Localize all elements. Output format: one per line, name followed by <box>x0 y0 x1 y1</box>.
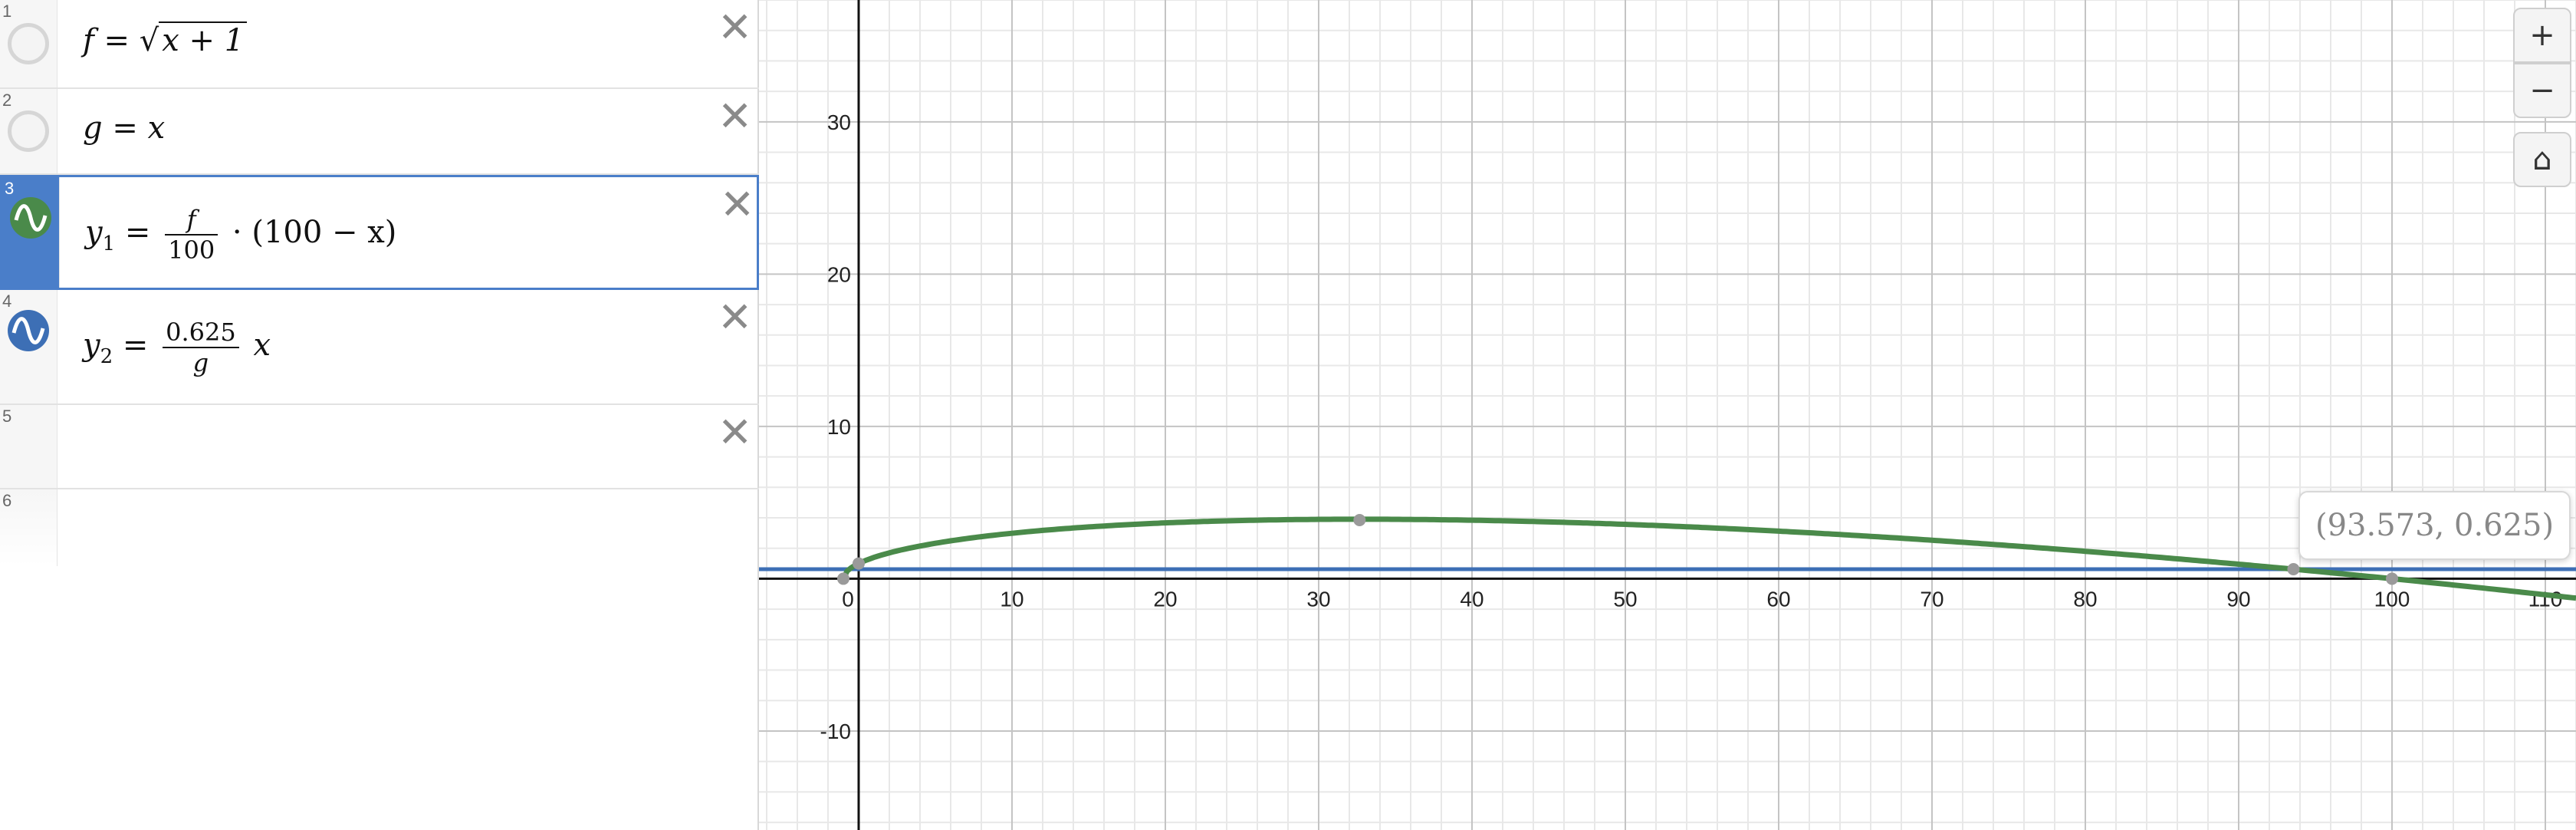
x-tick-label: 10 <box>1000 587 1024 611</box>
x-tick-label: 70 <box>1920 587 1944 611</box>
point-coordinate-tooltip: (93.573, 0.625) <box>2298 491 2571 560</box>
graph-visible-toggle-icon[interactable] <box>10 197 51 239</box>
zoom-in-button[interactable]: + <box>2513 8 2571 63</box>
expression-math[interactable]: f = √ x + 1 <box>83 21 248 58</box>
zoom-out-button[interactable]: − <box>2513 63 2571 118</box>
expression-row-5[interactable]: 5 ✕ <box>0 405 759 489</box>
expression-gutter: 2 <box>0 89 58 173</box>
point-of-interest <box>2386 572 2398 585</box>
delete-expression-icon[interactable]: ✕ <box>718 293 753 341</box>
x-tick-label: 80 <box>2073 587 2097 611</box>
graph-visible-toggle-icon[interactable] <box>8 310 49 351</box>
expression-number: 4 <box>2 291 12 311</box>
x-tick-label: 60 <box>1766 587 1790 611</box>
point-of-interest <box>1353 514 1366 527</box>
x-tick-label: 20 <box>1153 587 1177 611</box>
graph-paper[interactable]: 0 10 20 30 40 50 60 70 80 90 100 110 -10 10 20 30 <box>759 0 2576 830</box>
expression-number: 6 <box>2 491 12 510</box>
y-tick-label: 30 <box>827 110 851 134</box>
expression-gutter: 5 <box>0 405 58 488</box>
delete-expression-icon[interactable]: ✕ <box>718 408 753 456</box>
expression-list: 1 f = √ x + 1 ✕ 2 g = x ✕ 3 <box>0 0 759 830</box>
x-tick-label: 90 <box>2226 587 2250 611</box>
point-of-interest <box>853 557 865 570</box>
y-tick-label: -10 <box>820 720 851 743</box>
expression-gutter: 1 <box>0 0 58 87</box>
expression-number: 5 <box>2 407 12 426</box>
x-tick-label: 30 <box>1306 587 1330 611</box>
expression-gutter: 4 <box>0 290 58 403</box>
sqrt-symbol-icon: √ <box>139 23 159 58</box>
delete-expression-icon[interactable]: ✕ <box>718 3 753 51</box>
expression-row-3[interactable]: 3 y1 = f 100 · (100 − x) ✕ <box>0 175 759 290</box>
x-tick-label: 110 <box>2528 587 2563 611</box>
point-of-interest <box>837 572 849 585</box>
y-tick-label: 10 <box>827 415 851 439</box>
y-tick-label: 20 <box>827 262 851 286</box>
x-tick-label: 0 <box>842 587 854 611</box>
series-y1-curve <box>840 516 2576 601</box>
x-tick-label: 50 <box>1613 587 1637 611</box>
expression-row-4[interactable]: 4 y2 = 0.625 g x ✕ <box>0 290 759 405</box>
expression-math[interactable]: y1 = f 100 · (100 − x) <box>85 205 397 265</box>
delete-expression-icon[interactable]: ✕ <box>718 92 753 140</box>
expression-math[interactable]: g = x <box>83 110 166 146</box>
home-button[interactable]: ⌂ <box>2513 132 2571 187</box>
hidden-toggle-icon[interactable] <box>8 23 49 64</box>
expression-row-1[interactable]: 1 f = √ x + 1 ✕ <box>0 0 759 89</box>
expression-row-6[interactable]: 6 <box>0 489 759 566</box>
expression-math[interactable]: y2 = 0.625 g x <box>83 318 271 377</box>
hidden-toggle-icon[interactable] <box>8 110 49 152</box>
delete-expression-icon[interactable]: ✕ <box>720 180 755 229</box>
expression-gutter: 6 <box>0 489 58 566</box>
expression-number: 1 <box>2 2 12 21</box>
x-tick-label: 100 <box>2374 587 2410 611</box>
expression-row-2[interactable]: 2 g = x ✕ <box>0 89 759 175</box>
point-of-interest <box>2287 563 2300 576</box>
expression-number: 3 <box>5 179 15 198</box>
expression-gutter: 3 <box>2 177 60 288</box>
x-tick-label: 40 <box>1460 587 1484 611</box>
expression-number: 2 <box>2 91 12 110</box>
